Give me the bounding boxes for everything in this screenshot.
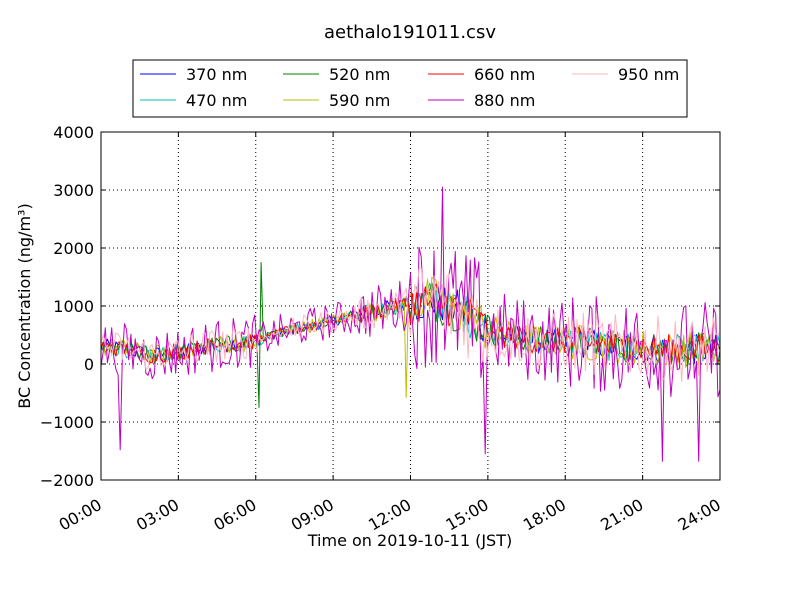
x-tick-label: 12:00: [365, 495, 414, 535]
series-line: [100, 267, 721, 383]
series-layer: [100, 186, 721, 462]
legend-label: 470 nm: [186, 91, 247, 110]
y-tick-label: 0: [84, 355, 94, 374]
chart-title: aethalo191011.csv: [324, 22, 496, 43]
legend: 370 nm 470 nm 520 nm 590 nm 660 nm 880 nm 950 …: [132, 59, 688, 118]
x-tick-label: 15:00: [442, 495, 491, 535]
legend-label: 590 nm: [329, 91, 390, 110]
series-line: [100, 282, 721, 365]
y-tick-label: −1000: [40, 413, 94, 432]
legend-label: 660 nm: [474, 65, 535, 84]
legend-box: [132, 59, 688, 118]
y-tick-label: −2000: [40, 471, 94, 490]
y-tick-label: 4000: [53, 123, 94, 142]
legend-label: 370 nm: [186, 65, 247, 84]
x-tick-label: 21:00: [597, 495, 646, 535]
legend-label: 880 nm: [474, 91, 535, 110]
y-tick-label: 2000: [53, 239, 94, 258]
y-tick-label: 1000: [53, 297, 94, 316]
y-axis-ticks: −2000 −1000 0 1000 2000 3000 4000: [40, 123, 720, 490]
series-line: [100, 186, 721, 462]
series-line: [100, 283, 721, 366]
legend-label: 950 nm: [618, 65, 679, 84]
x-tick-label: 00:00: [56, 495, 105, 535]
x-tick-label: 24:00: [675, 495, 724, 535]
x-tick-label: 18:00: [520, 495, 569, 535]
y-axis-label: BC Concentration (ng/m³): [15, 203, 34, 408]
x-tick-label: 06:00: [210, 495, 259, 535]
x-axis-label: Time on 2019-10-11 (JST): [307, 531, 512, 550]
x-tick-label: 03:00: [133, 495, 182, 535]
y-tick-label: 3000: [53, 181, 94, 200]
x-tick-label: 09:00: [288, 495, 337, 535]
legend-label: 520 nm: [329, 65, 390, 84]
